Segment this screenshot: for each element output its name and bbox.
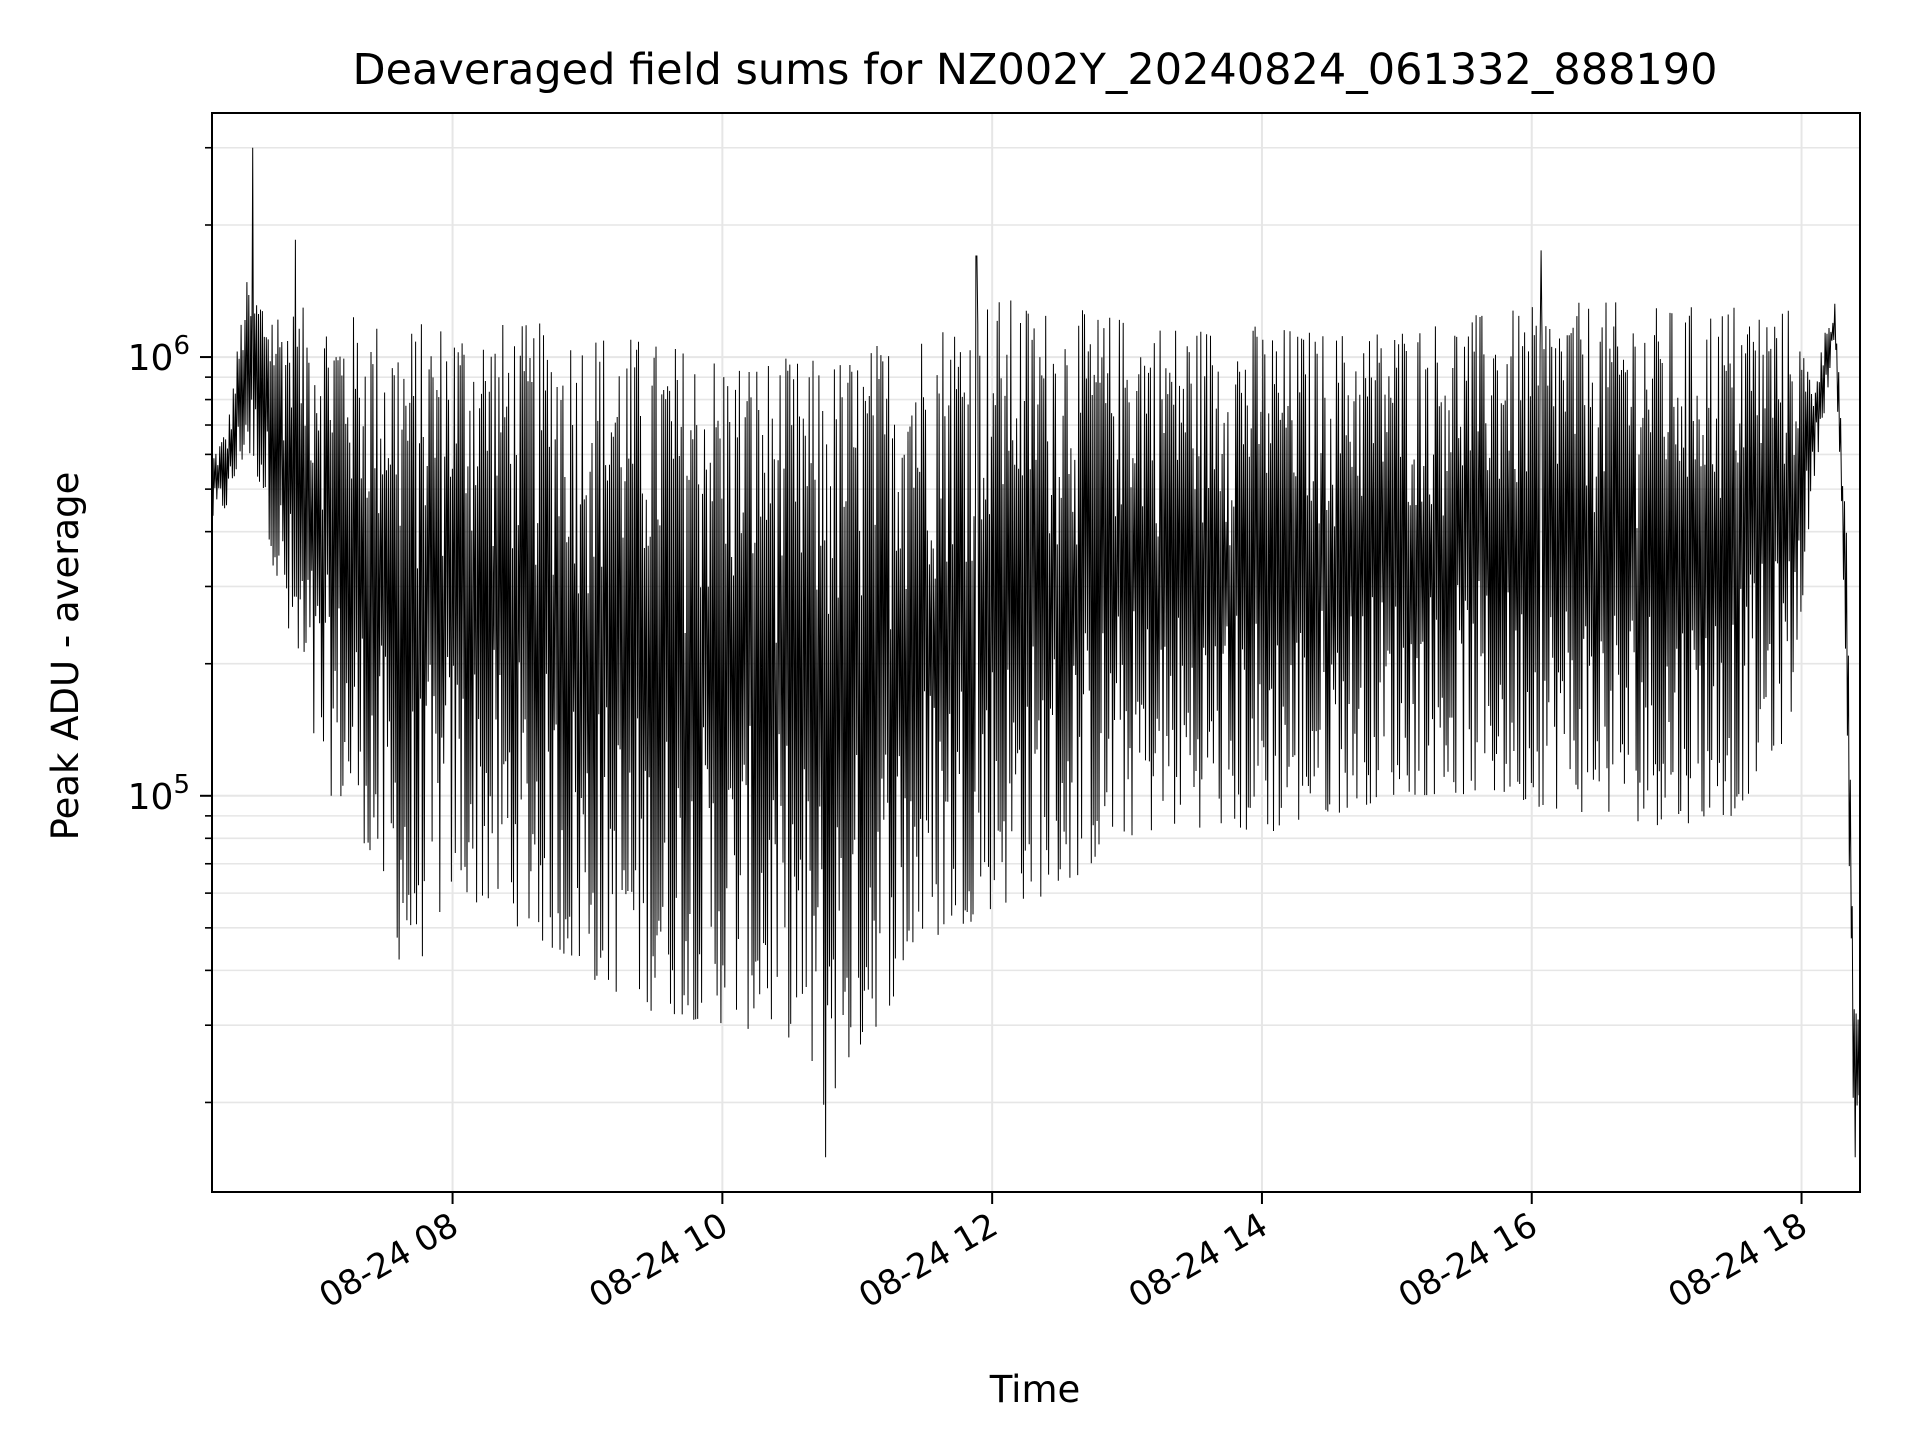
chart-title: Deaveraged field sums for NZ002Y_2024082… — [352, 45, 1717, 95]
axes-frame — [211, 112, 1861, 1193]
y-tick-label: 106 — [128, 331, 190, 379]
y-axis: 105 106 — [128, 146, 212, 1104]
series-line — [211, 147, 1861, 1158]
plot-area — [211, 147, 1861, 1158]
y-axis-label: Peak ADU - average — [44, 472, 87, 841]
x-axis-label: Time — [989, 1368, 1081, 1411]
y-tick-label: 105 — [128, 770, 190, 818]
